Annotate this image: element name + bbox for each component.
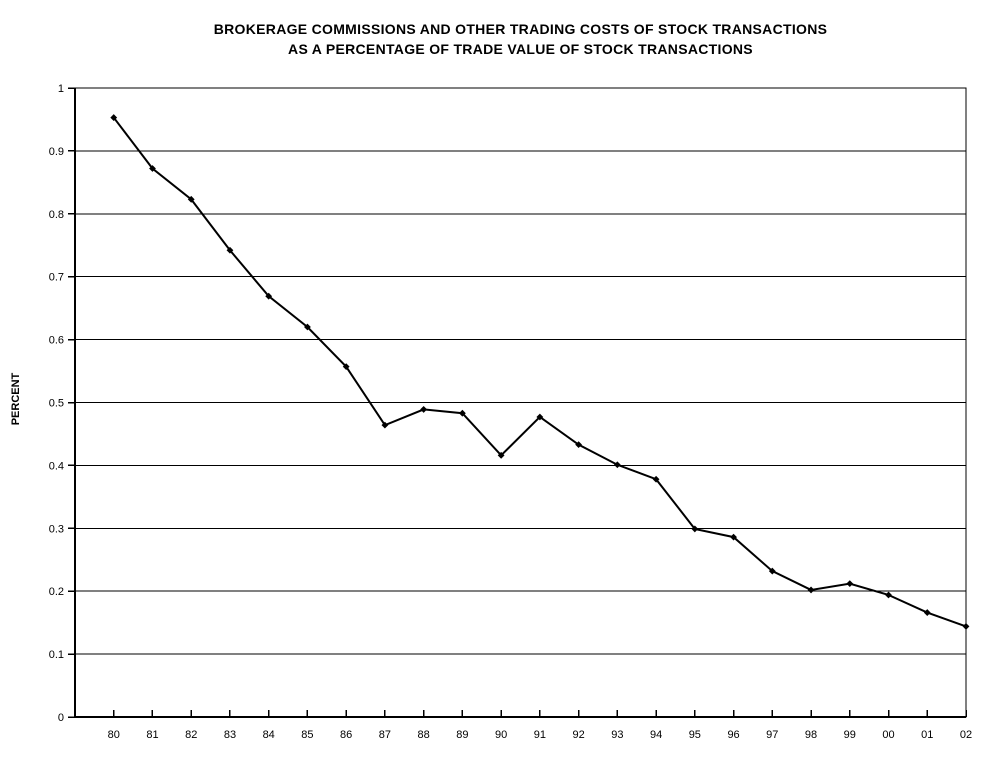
data-point-marker [304,323,311,331]
x-tick-label: 93 [611,729,623,741]
data-point-marker [652,475,660,483]
y-tick-label: 0.7 [49,272,64,284]
x-tick-label: 86 [340,729,352,741]
x-tick-label: 85 [301,729,313,741]
x-tick-label: 98 [805,729,817,741]
y-tick-label: 0.6 [49,335,64,347]
chart-title: BROKERAGE COMMISSIONS AND OTHER TRADING … [75,19,966,59]
x-tick-label: 02 [960,729,972,741]
x-tick-label: 88 [418,729,430,741]
y-tick-label: 0.5 [49,398,64,410]
y-tick-label: 0.2 [49,586,64,598]
data-point-marker [962,623,970,630]
x-tick-label: 90 [495,729,507,741]
x-tick-label: 81 [146,729,158,741]
x-tick-label: 94 [650,729,662,741]
x-tick-label: 95 [689,729,701,741]
x-tick-label: 99 [844,729,856,741]
x-tick-label: 00 [882,729,894,741]
x-tick-label: 97 [766,729,778,741]
y-tick-label: 1 [58,83,64,95]
y-tick-label: 0 [58,712,64,724]
data-point-marker [265,292,273,300]
data-point-marker [613,461,621,469]
data-point-marker [110,114,118,121]
data-point-marker [575,441,583,449]
data-point-marker [226,246,234,254]
x-tick-label: 89 [456,729,468,741]
chart-title-line2: AS A PERCENTAGE OF TRADE VALUE OF STOCK … [288,41,753,57]
x-tick-label: 83 [224,729,236,741]
data-point-marker [342,363,350,371]
data-point-marker [149,165,156,172]
y-tick-label: 0.3 [49,523,64,535]
x-tick-label: 96 [727,729,739,741]
data-point-marker [846,580,854,588]
x-tick-label: 84 [263,729,275,741]
data-point-marker [187,195,195,203]
y-tick-label: 0.9 [49,146,64,158]
data-point-marker [885,591,892,599]
data-point-marker [536,413,544,421]
x-tick-label: 82 [185,729,197,741]
x-tick-label: 80 [108,729,120,741]
data-line [112,116,967,628]
x-tick-label: 01 [921,729,933,741]
data-point-marker [458,409,466,417]
x-tick-label: 92 [572,729,584,741]
data-point-marker [730,533,737,541]
x-tick-label: 87 [379,729,391,741]
data-point-marker [923,609,931,616]
chart-title-line1: BROKERAGE COMMISSIONS AND OTHER TRADING … [213,21,828,37]
y-tick-label: 0.4 [49,460,64,472]
y-tick-label: 0.1 [49,649,64,661]
data-point-marker [497,451,505,459]
x-tick-label: 91 [534,729,546,741]
data-point-marker [807,586,815,594]
data-point-marker [691,525,699,533]
data-point-marker [381,421,389,429]
data-point-marker [420,406,428,413]
y-tick-label: 0.8 [49,209,64,221]
data-point-marker [768,567,776,575]
